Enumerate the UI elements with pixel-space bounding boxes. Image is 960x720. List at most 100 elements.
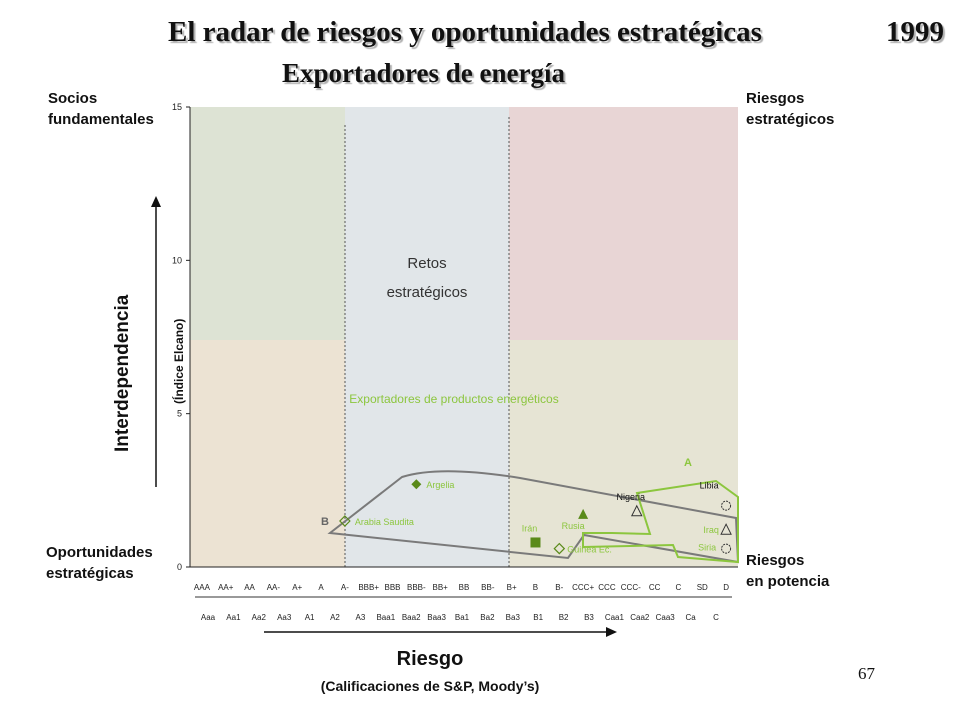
- point-label-ir-n: Irán: [522, 523, 538, 533]
- x-axis-label: Riesgo: [396, 648, 464, 670]
- y-tick-label: 0: [177, 562, 182, 572]
- x-axis-arrow-head: [606, 627, 617, 637]
- group-a-hull: [582, 479, 739, 564]
- point-label-libia: Libia: [700, 481, 719, 491]
- corner-label-potential-risks: Riesgos en potencia: [746, 550, 829, 592]
- zone-challenges: [345, 107, 509, 567]
- x-axis-sublabel: (Calificaciones de S&P, Moody’s): [320, 678, 540, 694]
- x-tick-label-sp: SD: [697, 583, 708, 592]
- x-tick-label-sp: B: [533, 583, 538, 592]
- x-tick-label-sp: A-: [341, 583, 349, 592]
- x-tick-label-moodys: B1: [533, 613, 543, 622]
- group-label: Exportadores de productos energéticos: [349, 392, 558, 406]
- x-tick-label-sp: A: [318, 583, 324, 592]
- corner-label-partners-line2: fundamentales: [48, 111, 154, 128]
- x-tick-label-moodys: Ca: [685, 613, 696, 622]
- point-nigeria: [630, 504, 643, 517]
- x-tick-label-moodys: Aaa: [201, 613, 216, 622]
- corner-label-opportunities-line2: estratégicas: [46, 565, 134, 582]
- x-tick-label-moodys: A3: [356, 613, 366, 622]
- chart-labels: Retos estratégicos Exportadores de product…: [321, 255, 719, 555]
- x-tick-label-sp: C: [676, 583, 682, 592]
- point-rusia: [578, 508, 589, 519]
- corner-label-strategic-risks-line2: estratégicos: [746, 111, 835, 128]
- chart-zones: [190, 107, 738, 567]
- x-tick-label-moodys: Aa2: [252, 613, 267, 622]
- x-tick-label-sp: CC: [649, 583, 661, 592]
- x-tick-label-moodys: Baa2: [402, 613, 421, 622]
- x-tick-label-sp: AA+: [218, 583, 234, 592]
- point-label-argelia: Argelia: [426, 480, 454, 490]
- x-tick-label-sp: BB+: [433, 583, 449, 592]
- zone-label-retos: Retos: [407, 255, 446, 272]
- point-ir-n: [530, 537, 541, 548]
- point-iraq: [720, 523, 732, 535]
- slide-year: 1999: [886, 16, 944, 48]
- x-tick-label-moodys: A1: [305, 613, 315, 622]
- x-tick-label-sp: BB: [459, 583, 470, 592]
- point-label-arabia-saudita: Arabia Saudita: [355, 517, 414, 527]
- x-tick-label-moodys: Caa1: [605, 613, 625, 622]
- point-label-guinea-ec: Guinea Ec.: [567, 545, 612, 555]
- x-tick-label-sp: BBB: [385, 583, 401, 592]
- x-tick-label-moodys: Baa3: [427, 613, 446, 622]
- point-siria: [721, 543, 732, 554]
- x-tick-label-sp: BBB+: [358, 583, 379, 592]
- page-number: 67: [858, 664, 875, 683]
- point-label-iraq: Iraq: [703, 525, 719, 535]
- y-tick-label: 5: [177, 409, 182, 419]
- x-tick-label-moodys: Baa1: [376, 613, 395, 622]
- point-argelia: [411, 479, 422, 490]
- point-libia: [721, 500, 732, 511]
- point-guinea-ec: [553, 542, 566, 555]
- corner-label-potential-risks-line2: en potencia: [746, 573, 830, 590]
- data-points: [339, 479, 732, 555]
- zone-potential-risks: [509, 340, 738, 567]
- corner-label-opportunities-line1: Oportunidades: [46, 544, 153, 561]
- x-tick-label-moodys: Ba2: [480, 613, 495, 622]
- x-tick-label-sp: CCC+: [572, 583, 594, 592]
- x-tick-label-moodys: Aa3: [277, 613, 292, 622]
- corner-label-opportunities: Oportunidades estratégicas: [46, 542, 153, 584]
- point-label-siria: Siria: [698, 543, 716, 553]
- corner-label-strategic-risks: Riesgos estratégicos: [746, 88, 834, 130]
- x-tick-label-sp: B-: [555, 583, 563, 592]
- x-tick-label-sp: BBB-: [407, 583, 426, 592]
- x-tick-label-moodys: A2: [330, 613, 340, 622]
- x-tick-label-sp: B+: [507, 583, 517, 592]
- slide-title: El radar de riesgos y oportunidades estr…: [168, 16, 762, 48]
- point-label-rusia: Rusia: [562, 521, 585, 531]
- y-tick-label: 10: [172, 255, 182, 265]
- group-hulls: [327, 470, 740, 564]
- corner-label-partners: Socios fundamentales: [48, 88, 154, 130]
- zone-opportunities: [190, 340, 345, 567]
- x-tick-label-sp: CCC-: [621, 583, 641, 592]
- group-a-marker: A: [684, 457, 692, 469]
- zone-label-estrategicos: estratégicos: [387, 284, 468, 301]
- corner-label-potential-risks-line1: Riesgos: [746, 552, 805, 569]
- zone-partners: [190, 107, 345, 340]
- slide-subtitle: Exportadores de energía: [282, 58, 565, 88]
- group-b-marker: B: [321, 516, 329, 528]
- x-tick-label-moodys: Ba1: [455, 613, 470, 622]
- x-tick-label-moodys: Caa2: [630, 613, 650, 622]
- x-tick-label-moodys: C: [713, 613, 719, 622]
- zone-strategic-risks: [509, 107, 738, 340]
- x-tick-label-sp: AAA: [194, 583, 211, 592]
- x-tick-label-moodys: Aa1: [226, 613, 241, 622]
- x-tick-label-moodys: B2: [559, 613, 569, 622]
- x-tick-label-moodys: B3: [584, 613, 594, 622]
- y-tick-label: 15: [172, 102, 182, 112]
- y-axis-arrow-head: [151, 196, 161, 207]
- x-tick-label-sp: BB-: [481, 583, 495, 592]
- x-tick-label-sp: CCC: [598, 583, 616, 592]
- corner-label-partners-line1: Socios: [48, 90, 98, 107]
- x-tick-label-sp: AA: [244, 583, 255, 592]
- x-tick-label-moodys: Ba3: [506, 613, 521, 622]
- point-arabia-saudita: [339, 515, 351, 527]
- corner-label-strategic-risks-line1: Riesgos: [746, 90, 805, 107]
- x-tick-label-sp: A+: [292, 583, 302, 592]
- x-tick-label-sp: AA-: [267, 583, 281, 592]
